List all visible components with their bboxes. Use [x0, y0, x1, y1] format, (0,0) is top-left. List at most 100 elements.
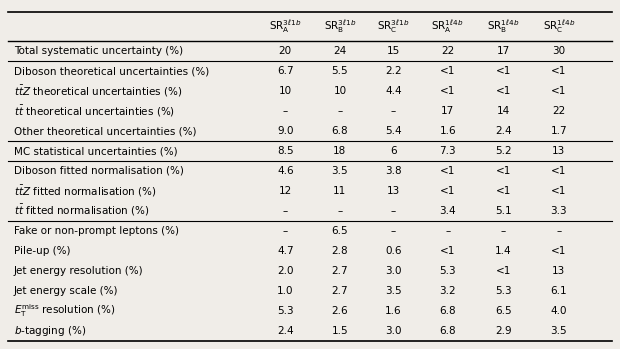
Text: <1: <1 [495, 266, 511, 276]
Text: 13: 13 [552, 266, 565, 276]
Text: 1.7: 1.7 [551, 126, 567, 136]
Text: <1: <1 [440, 186, 455, 196]
Text: 1.0: 1.0 [277, 286, 293, 296]
Text: 3.0: 3.0 [385, 326, 402, 336]
Text: Fake or non-prompt leptons (%): Fake or non-prompt leptons (%) [14, 226, 179, 236]
Text: Jet energy resolution (%): Jet energy resolution (%) [14, 266, 143, 276]
Text: <1: <1 [551, 186, 567, 196]
Text: 8.5: 8.5 [277, 146, 294, 156]
Text: 5.2: 5.2 [495, 146, 512, 156]
Text: SR$_\mathrm{C}^{1\ell4b}$: SR$_\mathrm{C}^{1\ell4b}$ [542, 18, 575, 35]
Text: SR$_\mathrm{C}^{3\ell1b}$: SR$_\mathrm{C}^{3\ell1b}$ [377, 18, 410, 35]
Text: Diboson fitted normalisation (%): Diboson fitted normalisation (%) [14, 166, 184, 176]
Text: <1: <1 [440, 166, 455, 176]
Text: 20: 20 [279, 46, 292, 56]
Text: 2.6: 2.6 [332, 306, 348, 316]
Text: 5.3: 5.3 [277, 306, 294, 316]
Text: <1: <1 [440, 246, 455, 256]
Text: <1: <1 [551, 66, 567, 76]
Text: 3.0: 3.0 [385, 266, 402, 276]
Text: 13: 13 [552, 146, 565, 156]
Text: 6.8: 6.8 [440, 326, 456, 336]
Text: $b$-tagging (%): $b$-tagging (%) [14, 324, 86, 338]
Text: 3.2: 3.2 [440, 286, 456, 296]
Text: 2.9: 2.9 [495, 326, 512, 336]
Text: –: – [445, 226, 450, 236]
Text: 12: 12 [278, 186, 292, 196]
Text: –: – [337, 206, 343, 216]
Text: 6.8: 6.8 [332, 126, 348, 136]
Text: Total systematic uncertainty (%): Total systematic uncertainty (%) [14, 46, 183, 56]
Text: –: – [391, 206, 396, 216]
Text: <1: <1 [440, 66, 455, 76]
Text: –: – [283, 106, 288, 116]
Text: 4.7: 4.7 [277, 246, 294, 256]
Text: 7.3: 7.3 [440, 146, 456, 156]
Text: <1: <1 [551, 86, 567, 96]
Text: 17: 17 [441, 106, 454, 116]
Text: 2.8: 2.8 [332, 246, 348, 256]
Text: 22: 22 [552, 106, 565, 116]
Text: 4.6: 4.6 [277, 166, 294, 176]
Text: 1.6: 1.6 [385, 306, 402, 316]
Text: Other theoretical uncertainties (%): Other theoretical uncertainties (%) [14, 126, 197, 136]
Text: <1: <1 [551, 246, 567, 256]
Text: 17: 17 [497, 46, 510, 56]
Text: $t\bar{t}$ theoretical uncertainties (%): $t\bar{t}$ theoretical uncertainties (%) [14, 104, 175, 119]
Text: 30: 30 [552, 46, 565, 56]
Text: SR$_\mathrm{B}^{3\ell1b}$: SR$_\mathrm{B}^{3\ell1b}$ [324, 18, 356, 35]
Text: –: – [500, 226, 506, 236]
Text: 10: 10 [279, 86, 292, 96]
Text: –: – [391, 106, 396, 116]
Text: 2.7: 2.7 [332, 266, 348, 276]
Text: 5.3: 5.3 [495, 286, 512, 296]
Text: 6.1: 6.1 [551, 286, 567, 296]
Text: 9.0: 9.0 [277, 126, 293, 136]
Text: 6.7: 6.7 [277, 66, 294, 76]
Text: 2.4: 2.4 [495, 126, 512, 136]
Text: 2.4: 2.4 [277, 326, 294, 336]
Text: 5.3: 5.3 [440, 266, 456, 276]
Text: Diboson theoretical uncertainties (%): Diboson theoretical uncertainties (%) [14, 66, 209, 76]
Text: 1.6: 1.6 [440, 126, 456, 136]
Text: 22: 22 [441, 46, 454, 56]
Text: <1: <1 [495, 166, 511, 176]
Text: –: – [283, 226, 288, 236]
Text: 2.0: 2.0 [277, 266, 293, 276]
Text: 5.5: 5.5 [332, 66, 348, 76]
Text: 6.5: 6.5 [332, 226, 348, 236]
Text: 14: 14 [497, 106, 510, 116]
Text: –: – [556, 226, 561, 236]
Text: <1: <1 [440, 86, 455, 96]
Text: 24: 24 [334, 46, 347, 56]
Text: 3.4: 3.4 [440, 206, 456, 216]
Text: 5.1: 5.1 [495, 206, 512, 216]
Text: 0.6: 0.6 [385, 246, 402, 256]
Text: 6.5: 6.5 [495, 306, 512, 316]
Text: 1.5: 1.5 [332, 326, 348, 336]
Text: –: – [391, 226, 396, 236]
Text: <1: <1 [551, 166, 567, 176]
Text: $t\bar{t}Z$ theoretical uncertainties (%): $t\bar{t}Z$ theoretical uncertainties (%… [14, 83, 182, 99]
Text: 4.4: 4.4 [385, 86, 402, 96]
Text: 6: 6 [390, 146, 397, 156]
Text: 3.3: 3.3 [551, 206, 567, 216]
Text: 13: 13 [387, 186, 400, 196]
Text: <1: <1 [495, 66, 511, 76]
Text: 3.8: 3.8 [385, 166, 402, 176]
Text: MC statistical uncertainties (%): MC statistical uncertainties (%) [14, 146, 177, 156]
Text: –: – [283, 206, 288, 216]
Text: $t\bar{t}$ fitted normalisation (%): $t\bar{t}$ fitted normalisation (%) [14, 203, 149, 218]
Text: 3.5: 3.5 [332, 166, 348, 176]
Text: 2.2: 2.2 [385, 66, 402, 76]
Text: 3.5: 3.5 [385, 286, 402, 296]
Text: SR$_\mathrm{B}^{1\ell4b}$: SR$_\mathrm{B}^{1\ell4b}$ [487, 18, 520, 35]
Text: 1.4: 1.4 [495, 246, 512, 256]
Text: <1: <1 [495, 186, 511, 196]
Text: $t\bar{t}Z$ fitted normalisation (%): $t\bar{t}Z$ fitted normalisation (%) [14, 183, 157, 199]
Text: –: – [337, 106, 343, 116]
Text: $E_\mathrm{T}^\mathrm{miss}$ resolution (%): $E_\mathrm{T}^\mathrm{miss}$ resolution … [14, 302, 115, 319]
Text: 11: 11 [334, 186, 347, 196]
Text: 18: 18 [334, 146, 347, 156]
Text: 15: 15 [387, 46, 400, 56]
